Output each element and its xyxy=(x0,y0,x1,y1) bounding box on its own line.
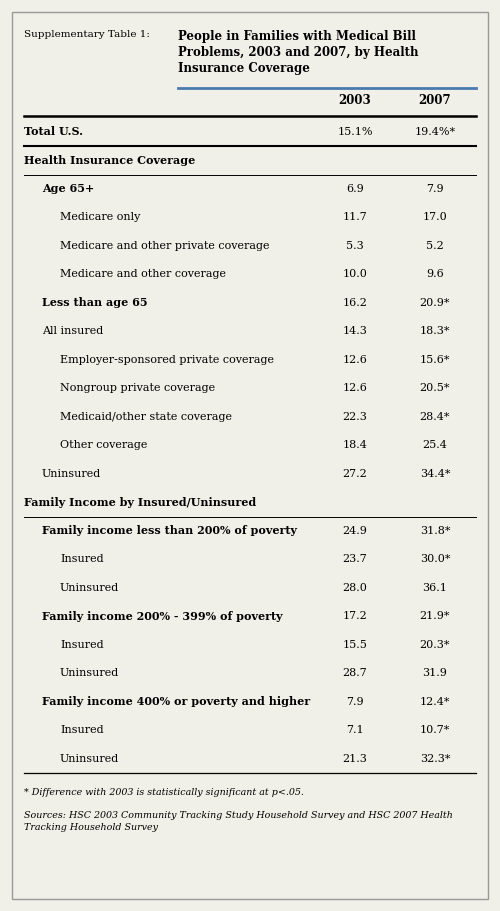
Text: 18.3*: 18.3* xyxy=(420,326,450,336)
Text: 17.2: 17.2 xyxy=(342,611,367,621)
Text: Other coverage: Other coverage xyxy=(60,440,148,450)
Text: 31.9: 31.9 xyxy=(422,668,448,678)
Text: Medicare and other coverage: Medicare and other coverage xyxy=(60,269,226,279)
Text: Uninsured: Uninsured xyxy=(60,668,120,678)
Text: People in Families with Medical Bill
Problems, 2003 and 2007, by Health
Insuranc: People in Families with Medical Bill Pro… xyxy=(178,30,418,75)
Text: 31.8*: 31.8* xyxy=(420,526,450,536)
Text: 14.3: 14.3 xyxy=(342,326,367,336)
Text: 25.4: 25.4 xyxy=(422,440,448,450)
Text: 17.0: 17.0 xyxy=(422,212,448,222)
Text: 21.9*: 21.9* xyxy=(420,611,450,621)
Text: 11.7: 11.7 xyxy=(342,212,367,222)
Text: Supplementary Table 1:: Supplementary Table 1: xyxy=(24,30,150,39)
Text: Family income less than 200% of poverty: Family income less than 200% of poverty xyxy=(42,525,297,537)
Text: 2007: 2007 xyxy=(418,94,452,107)
Text: 20.3*: 20.3* xyxy=(420,640,450,650)
Text: Medicaid/other state coverage: Medicaid/other state coverage xyxy=(60,412,232,422)
Text: 6.9: 6.9 xyxy=(346,184,364,194)
Text: 28.7: 28.7 xyxy=(342,668,367,678)
Text: Age 65+: Age 65+ xyxy=(42,183,94,194)
Text: Nongroup private coverage: Nongroup private coverage xyxy=(60,384,215,394)
Text: 7.1: 7.1 xyxy=(346,725,364,735)
Text: 5.3: 5.3 xyxy=(346,241,364,251)
Text: 15.6*: 15.6* xyxy=(420,354,450,364)
Text: 9.6: 9.6 xyxy=(426,269,444,279)
Text: 2003: 2003 xyxy=(338,94,372,107)
Text: Total U.S.: Total U.S. xyxy=(24,127,83,138)
Text: 19.4%*: 19.4%* xyxy=(414,127,456,137)
Text: 20.9*: 20.9* xyxy=(420,298,450,308)
Text: Uninsured: Uninsured xyxy=(42,468,101,478)
Text: 15.1%: 15.1% xyxy=(337,127,373,137)
Text: 24.9: 24.9 xyxy=(342,526,367,536)
Text: 12.6: 12.6 xyxy=(342,384,367,394)
Text: 36.1: 36.1 xyxy=(422,583,448,593)
Text: 22.3: 22.3 xyxy=(342,412,367,422)
Text: 18.4: 18.4 xyxy=(342,440,367,450)
Text: Family Income by Insured/Uninsured: Family Income by Insured/Uninsured xyxy=(24,496,256,507)
Text: Uninsured: Uninsured xyxy=(60,753,120,763)
Text: Insured: Insured xyxy=(60,725,104,735)
Text: 21.3: 21.3 xyxy=(342,753,367,763)
Text: All insured: All insured xyxy=(42,326,104,336)
Text: Health Insurance Coverage: Health Insurance Coverage xyxy=(24,155,195,166)
Text: Medicare and other private coverage: Medicare and other private coverage xyxy=(60,241,270,251)
Text: 15.5: 15.5 xyxy=(342,640,367,650)
Text: 27.2: 27.2 xyxy=(342,468,367,478)
Text: 20.5*: 20.5* xyxy=(420,384,450,394)
Text: 7.9: 7.9 xyxy=(426,184,444,194)
Text: 28.0: 28.0 xyxy=(342,583,367,593)
Text: 28.4*: 28.4* xyxy=(420,412,450,422)
Text: Medicare only: Medicare only xyxy=(60,212,140,222)
Text: 32.3*: 32.3* xyxy=(420,753,450,763)
Text: Uninsured: Uninsured xyxy=(60,583,120,593)
Text: * Difference with 2003 is statistically significant at p<.05.: * Difference with 2003 is statistically … xyxy=(24,789,304,797)
Text: Insured: Insured xyxy=(60,640,104,650)
Text: 12.4*: 12.4* xyxy=(420,697,450,707)
Text: Sources: HSC 2003 Community Tracking Study Household Survey and HSC 2007 Health
: Sources: HSC 2003 Community Tracking Stu… xyxy=(24,812,453,833)
Text: 10.0: 10.0 xyxy=(342,269,367,279)
Text: 5.2: 5.2 xyxy=(426,241,444,251)
Text: 10.7*: 10.7* xyxy=(420,725,450,735)
Text: Employer-sponsored private coverage: Employer-sponsored private coverage xyxy=(60,354,274,364)
Text: 23.7: 23.7 xyxy=(342,554,367,564)
Text: Family income 200% - 399% of poverty: Family income 200% - 399% of poverty xyxy=(42,610,282,621)
Text: Family income 400% or poverty and higher: Family income 400% or poverty and higher xyxy=(42,696,310,707)
Text: 30.0*: 30.0* xyxy=(420,554,450,564)
Text: 34.4*: 34.4* xyxy=(420,468,450,478)
Text: 12.6: 12.6 xyxy=(342,354,367,364)
Text: 16.2: 16.2 xyxy=(342,298,367,308)
Text: 7.9: 7.9 xyxy=(346,697,364,707)
Text: Less than age 65: Less than age 65 xyxy=(42,297,148,308)
Text: Insured: Insured xyxy=(60,554,104,564)
